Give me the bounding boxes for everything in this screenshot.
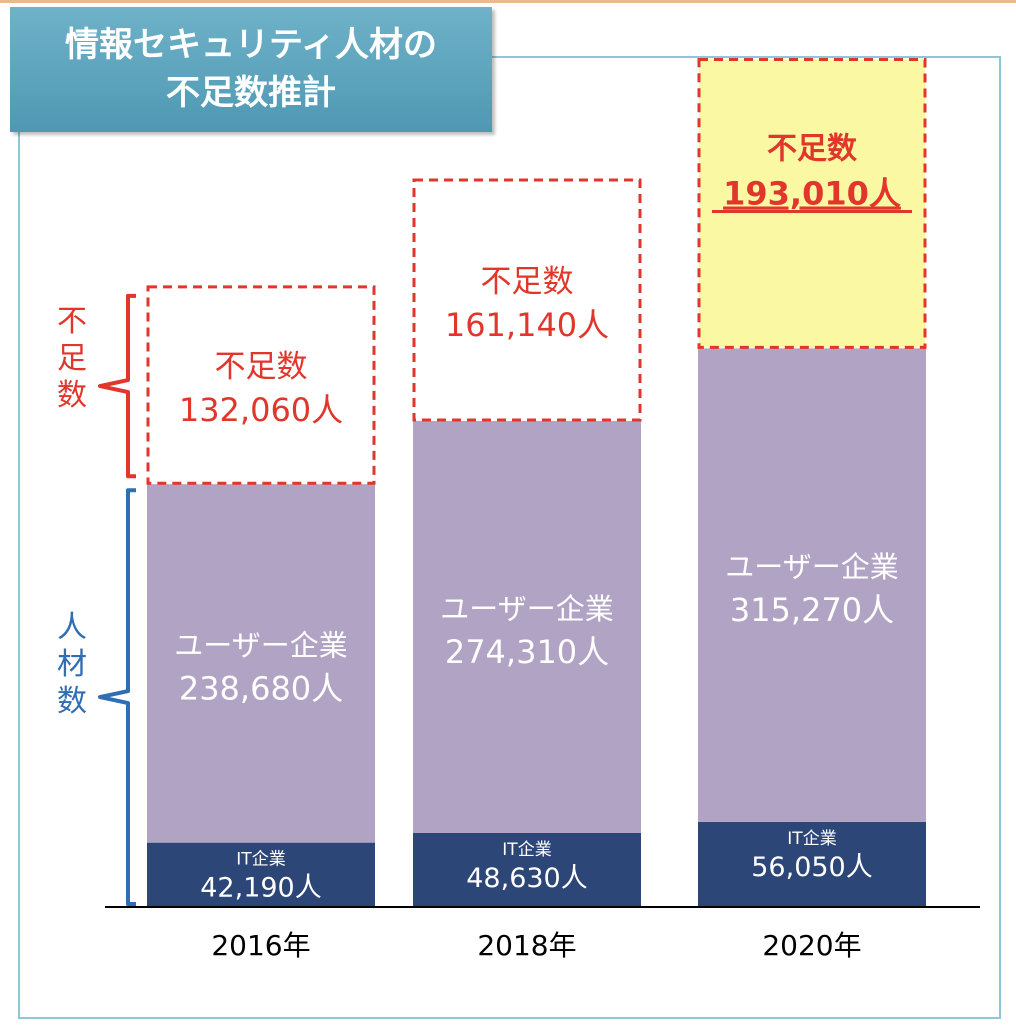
bar-shortage-label-0: 132,060人: [179, 391, 343, 429]
bar-user-2: [698, 348, 926, 822]
x-tick-label-1: 2018年: [477, 929, 576, 962]
bar-it-name-1: IT企業: [502, 840, 551, 860]
bar-it-name-2: IT企業: [787, 829, 836, 849]
bar-it-label-2: 56,050人: [751, 852, 872, 883]
left-label-shortage-0: 不: [57, 304, 87, 339]
bar-user-label-0: 238,680人: [179, 669, 343, 707]
bar-it-2: [698, 821, 926, 906]
bar-it-label-1: 48,630人: [466, 863, 587, 894]
bar-shortage-1: [412, 178, 642, 422]
bar-user-label-1: 274,310人: [445, 633, 609, 671]
bar-shortage-name-1: 不足数: [481, 264, 574, 300]
bar-it-1: [413, 832, 641, 906]
left-label-shortage-1: 足: [57, 341, 87, 376]
chart-title-line1: 情報セキュリティ人材の: [65, 25, 437, 65]
bar-it-0: [147, 842, 375, 906]
bar-shortage-label-1: 161,140人: [445, 306, 609, 344]
x-tick-label-0: 2016年: [211, 929, 310, 962]
brace-shortage: [98, 293, 136, 479]
bar-user-label-2: 315,270人: [730, 591, 894, 629]
bar-user-1: [413, 421, 641, 833]
bar-user-name-2: ユーザー企業: [725, 550, 898, 584]
left-label-talent-1: 材: [57, 647, 87, 682]
bar-shortage-0: [146, 285, 376, 485]
bar-shortage-label-2: 193,010人: [723, 175, 901, 213]
x-tick-label-2: 2020年: [762, 929, 861, 962]
bar-it-name-0: IT企業: [236, 850, 285, 870]
left-label-talent-2: 数: [57, 684, 87, 719]
bar-user-name-1: ユーザー企業: [440, 592, 613, 626]
bar-shortage-name-2: 不足数: [767, 132, 858, 167]
bar-user-0: [147, 484, 375, 843]
bar-shortage-2: [697, 58, 927, 349]
brace-talent: [98, 488, 136, 906]
bar-shortage-name-0: 不足数: [215, 349, 308, 385]
left-label-shortage-2: 数: [57, 378, 87, 413]
bar-user-name-0: ユーザー企業: [174, 628, 347, 662]
top-rule: [0, 0, 1016, 3]
chart-title-banner: 情報セキュリティ人材の 不足数推計: [10, 7, 492, 132]
chart-title-line2: 不足数推計: [166, 73, 336, 113]
bar-it-label-0: 42,190人: [200, 873, 321, 904]
left-label-talent-0: 人: [57, 610, 87, 645]
